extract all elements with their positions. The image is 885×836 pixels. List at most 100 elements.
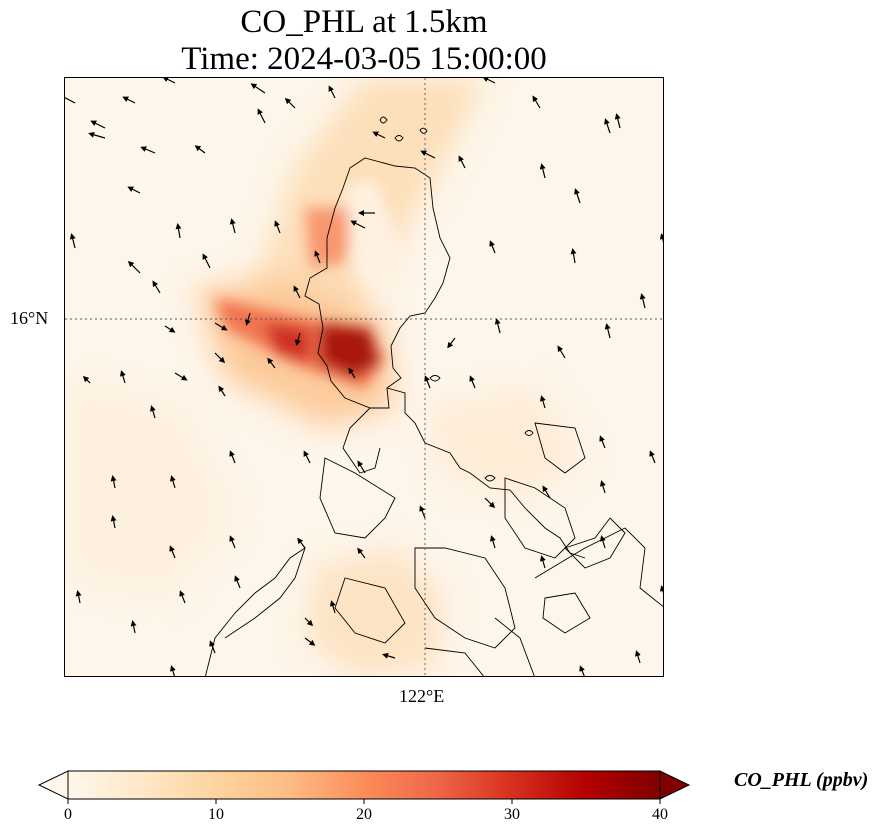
wind-arrow bbox=[250, 83, 266, 94]
wind-arrow bbox=[69, 233, 76, 249]
leyte-coast bbox=[564, 517, 626, 569]
wind-arrow bbox=[162, 78, 176, 84]
mindoro-coast bbox=[319, 457, 396, 539]
wind-arrow bbox=[214, 322, 228, 331]
wind-arrow bbox=[229, 535, 236, 549]
wind-arrow bbox=[90, 120, 106, 129]
wind-arrow bbox=[557, 345, 566, 359]
plume-south bbox=[305, 548, 445, 676]
wind-arrow bbox=[140, 146, 156, 154]
wind-arrow bbox=[659, 233, 663, 243]
wind-arrow bbox=[348, 367, 356, 379]
coastlines bbox=[205, 116, 663, 676]
wind-arrow bbox=[194, 145, 206, 154]
wind-arrow bbox=[532, 95, 541, 109]
wind-arrow bbox=[169, 475, 176, 489]
wind-arrow bbox=[274, 220, 281, 234]
colorbar-gradient bbox=[67, 770, 661, 800]
colorbar-extend-min bbox=[37, 770, 69, 800]
wind-arrow bbox=[447, 337, 456, 349]
cebu-coast bbox=[494, 617, 535, 676]
wind-arrow bbox=[152, 280, 161, 294]
luzon-north-coast bbox=[304, 157, 451, 409]
wind-arrow bbox=[614, 113, 621, 129]
wind-arrow bbox=[482, 78, 496, 84]
plume-core-max bbox=[320, 323, 380, 378]
wind-arrow bbox=[329, 600, 336, 614]
plume-core-west bbox=[265, 323, 310, 363]
wind-arrow bbox=[304, 637, 316, 646]
colorbar-tick-label: 30 bbox=[504, 806, 520, 823]
wind-arrow bbox=[599, 480, 606, 494]
wind-arrow bbox=[539, 163, 546, 179]
wind-arrow bbox=[494, 318, 501, 334]
wind-arrow bbox=[174, 372, 188, 381]
mindanao-coast bbox=[534, 527, 663, 607]
wind-arrow bbox=[604, 118, 611, 134]
luzon-central-coast bbox=[386, 387, 586, 559]
latitude-tick-label: 16°N bbox=[10, 308, 49, 328]
wind-arrow bbox=[484, 497, 496, 509]
wind-arrow bbox=[122, 96, 136, 104]
wind-arrow bbox=[634, 650, 641, 664]
map-title: CO_PHL at 1.5km bbox=[240, 4, 488, 40]
wind-arrow bbox=[382, 652, 396, 659]
wind-arrow bbox=[649, 450, 656, 464]
wind-arrow bbox=[175, 223, 182, 239]
wind-arrow bbox=[357, 547, 366, 559]
wind-arrow bbox=[489, 240, 496, 254]
colorbar-tick-label: 40 bbox=[652, 806, 668, 823]
wind-arrow bbox=[65, 96, 76, 104]
wind-arrow bbox=[119, 370, 126, 384]
plume-west-low bbox=[65, 378, 235, 598]
wind-arrow bbox=[164, 325, 176, 333]
colorbar-tick-marks bbox=[67, 799, 661, 804]
wind-arrow bbox=[604, 323, 611, 339]
samar-coast bbox=[534, 422, 586, 474]
map-panel bbox=[64, 77, 664, 677]
wind-arrow bbox=[229, 450, 236, 464]
wind-arrow bbox=[314, 250, 321, 264]
wind-arrow bbox=[202, 253, 211, 269]
small-islands-north bbox=[379, 116, 428, 142]
wind-arrow bbox=[539, 555, 546, 569]
wind-arrow bbox=[75, 590, 82, 604]
wind-arrow bbox=[169, 665, 176, 676]
wind-arrow bbox=[574, 188, 581, 204]
wind-arrow bbox=[542, 485, 551, 499]
wind-arrow bbox=[424, 375, 431, 389]
wind-arrow bbox=[284, 97, 296, 109]
wind-arrow bbox=[458, 155, 466, 169]
wind-arrow bbox=[659, 585, 663, 594]
wind-arrow bbox=[149, 405, 156, 419]
wind-arrow bbox=[350, 220, 366, 229]
wind-arrow bbox=[169, 545, 176, 559]
colorbar-tick-label: 20 bbox=[356, 806, 372, 823]
wind-arrow bbox=[297, 537, 306, 549]
wind-arrow bbox=[639, 293, 646, 309]
wind-arrow bbox=[489, 535, 496, 549]
wind-vectors bbox=[65, 78, 663, 676]
wind-arrow bbox=[469, 375, 476, 389]
wind-arrow bbox=[88, 131, 106, 139]
wind-arrow bbox=[110, 515, 117, 529]
wind-arrow bbox=[579, 665, 585, 676]
wind-arrow bbox=[570, 248, 577, 264]
wind-arrow bbox=[372, 131, 386, 139]
wind-arrow bbox=[328, 85, 336, 99]
wind-arrow bbox=[82, 375, 91, 384]
wind-arrow bbox=[304, 617, 314, 627]
small-islands-east bbox=[429, 375, 534, 482]
wind-arrow bbox=[293, 285, 301, 299]
wind-arrow bbox=[127, 186, 141, 194]
colorbar-tick-label: 0 bbox=[64, 806, 72, 823]
clean-air-pocket bbox=[345, 178, 405, 298]
colorbar-label: CO_PHL (ppbv) bbox=[734, 769, 869, 791]
wind-arrow bbox=[539, 395, 546, 409]
wind-arrow bbox=[357, 460, 366, 474]
luzon-west-coast bbox=[342, 407, 381, 474]
wind-arrow bbox=[218, 385, 226, 397]
wind-arrow bbox=[257, 108, 266, 124]
wind-arrow bbox=[229, 218, 236, 234]
wind-arrow bbox=[599, 535, 606, 549]
